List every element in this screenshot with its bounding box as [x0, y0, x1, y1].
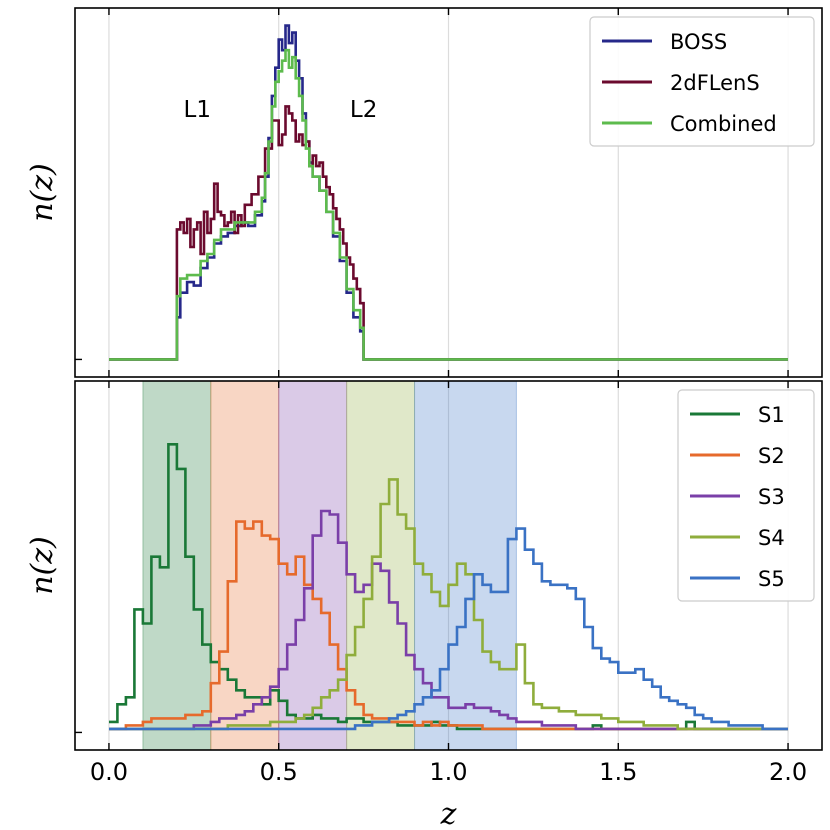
x-tick-label: 1.5 [599, 758, 637, 786]
bottom-panel: n(z) 0.0 0.5 1.0 1.5 2.0 z S1 S2 S3 S4 S5 [25, 380, 823, 830]
legend-label-s3: S3 [758, 485, 785, 509]
x-axis-label: z [440, 797, 457, 830]
legend-box [589, 16, 815, 147]
series-line-s5 [109, 527, 788, 731]
band-1 [142, 380, 212, 751]
x-tick-label: 0.5 [260, 758, 298, 786]
legend-label-combined: Combined [670, 112, 777, 136]
y-axis-label: n(z) [25, 163, 60, 222]
legend-label-boss: BOSS [670, 30, 727, 54]
annotation-l1: L1 [184, 97, 211, 123]
legend-label-s5: S5 [758, 567, 785, 591]
x-tick-label: 0.0 [90, 758, 128, 786]
x-tick-label: 1.0 [429, 758, 467, 786]
series-line-s3 [109, 509, 788, 731]
series-line-combined [109, 48, 788, 361]
series-line-2dflens [109, 105, 788, 361]
annotation-l2: L2 [350, 97, 377, 123]
series-group [109, 24, 788, 361]
top-panel: n(z) L1 L2 BOSS 2dFLenS Combined [25, 7, 823, 378]
y-axis-label: n(z) [25, 536, 60, 595]
legend-label-2dflens: 2dFLenS [670, 71, 760, 95]
legend: BOSS 2dFLenS Combined [589, 16, 815, 147]
band-2 [210, 380, 280, 751]
legend-box [677, 389, 815, 602]
series-group [109, 443, 788, 731]
legend: S1 S2 S3 S4 S5 [677, 389, 815, 602]
x-tick-label: 2.0 [769, 758, 807, 786]
legend-label-s4: S4 [758, 526, 785, 550]
legend-label-s2: S2 [758, 444, 785, 468]
legend-label-s1: S1 [758, 403, 785, 427]
series-line-s4 [109, 478, 788, 731]
